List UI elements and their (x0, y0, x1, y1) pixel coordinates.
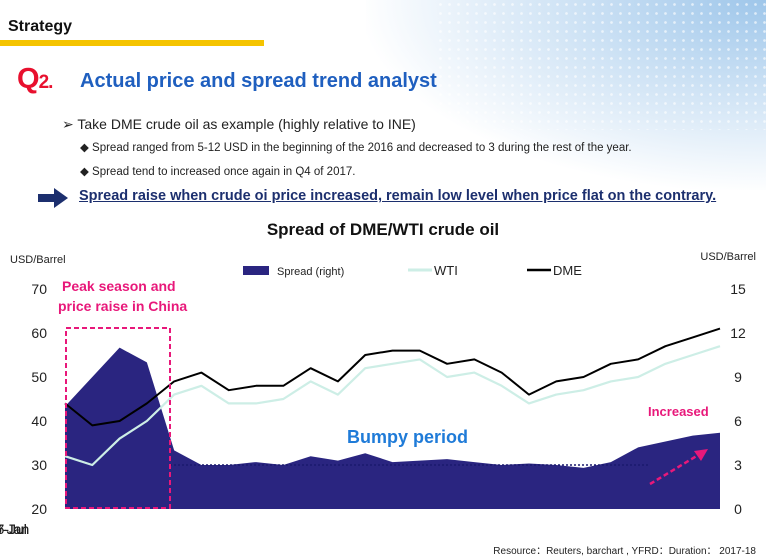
section-underline (0, 40, 264, 46)
y-tick-right-label: 3 (734, 457, 742, 473)
question-number: 2. (38, 72, 54, 93)
increase-arrow (649, 449, 708, 486)
y-tick-right-label: 9 (734, 369, 742, 385)
x-tick-label: 2017-Jan (0, 521, 29, 537)
y-tick-left-label: 50 (31, 369, 47, 385)
y-tick-left-label: 20 (31, 501, 47, 517)
spread-chart: USD/Barrel USD/Barrel Spread (right) WTI… (0, 251, 756, 537)
x-tick-label: 2016-Jan (0, 521, 29, 537)
peak-annotation-line-2: price raise in China (58, 298, 187, 314)
page-title: Actual price and spread trend analyst (80, 70, 437, 92)
arrow-right-icon (38, 188, 68, 208)
header-decoration-dots (436, 0, 766, 130)
section-title: Strategy (8, 18, 73, 35)
x-tick-label: 2016-Jul (0, 521, 27, 537)
source-note: Resource：Reuters, barchart , YFRD：Durati… (493, 546, 756, 557)
increased-annotation: Increased (648, 404, 709, 419)
y-axis-right-label: USD/Barrel (700, 251, 756, 263)
y-tick-left-label: 40 (31, 413, 47, 429)
legend-wti-label: WTI (434, 263, 458, 278)
spread-area (65, 347, 720, 509)
legend-dme-label: DME (553, 263, 582, 278)
y-tick-left-label: 70 (31, 281, 47, 297)
peak-annotation-line-1: Peak season and (62, 278, 176, 294)
bullet-main: ➢ Take DME crude oil as example (highly … (62, 116, 416, 132)
question-mark: Q (17, 63, 40, 95)
wti-line (64, 345, 721, 467)
y-tick-right-label: 0 (734, 501, 742, 517)
chart-title: Spread of DME/WTI crude oil (266, 220, 500, 239)
peak-season-box (65, 327, 171, 509)
y-tick-right-label: 12 (730, 325, 746, 341)
bullet-sub-2: ◆ Spread tend to increased once again in… (80, 166, 356, 178)
legend: Spread (right) WTI DME (243, 263, 582, 278)
legend-spread-label: Spread (right) (277, 266, 344, 278)
y-tick-left-label: 30 (31, 457, 47, 473)
y-axis-left-label: USD/Barrel (10, 254, 66, 266)
legend-spread-swatch (243, 266, 269, 275)
y-tick-right-label: 15 (730, 281, 746, 297)
bumpy-annotation: Bumpy period (347, 427, 468, 447)
x-tick-label: 2017-Jul (0, 521, 27, 537)
bullet-sub-1: ◆ Spread ranged from 5-12 USD in the beg… (80, 142, 632, 154)
question-label: Q2. (17, 63, 54, 96)
dme-line (64, 327, 721, 427)
y-tick-left-label: 60 (31, 325, 47, 341)
y-tick-right-label: 6 (734, 413, 742, 429)
conclusion-text: Spread raise when crude oi price increas… (79, 188, 717, 204)
